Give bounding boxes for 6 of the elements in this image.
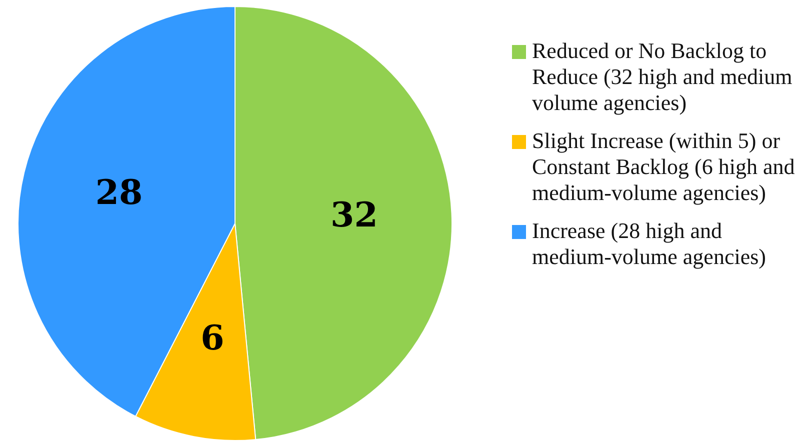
legend-label: Increase (28 high and medium-volume agencies) bbox=[532, 218, 766, 269]
data-label: 28 bbox=[95, 173, 143, 214]
data-label: 6 bbox=[200, 318, 224, 359]
legend-label: Slight Increase (within 5) or Constant Backlog (6 high and medium-volume agencies) bbox=[532, 128, 795, 205]
data-label: 32 bbox=[330, 196, 378, 236]
legend-label: Reduced or No Backlog to Reduce (32 high and medium volume agencies) bbox=[532, 38, 792, 115]
